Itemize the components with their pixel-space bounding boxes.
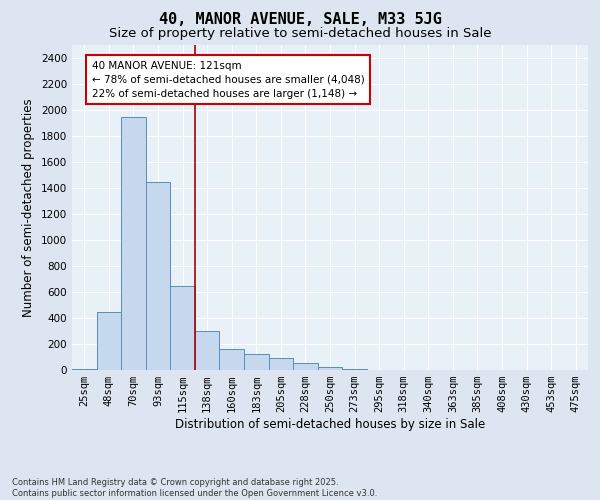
Bar xyxy=(220,349,244,370)
Text: 40, MANOR AVENUE, SALE, M33 5JG: 40, MANOR AVENUE, SALE, M33 5JG xyxy=(158,12,442,28)
Bar xyxy=(195,331,220,370)
Y-axis label: Number of semi-detached properties: Number of semi-detached properties xyxy=(22,98,35,317)
Bar xyxy=(318,367,342,370)
X-axis label: Distribution of semi-detached houses by size in Sale: Distribution of semi-detached houses by … xyxy=(175,418,485,431)
Text: Size of property relative to semi-detached houses in Sale: Size of property relative to semi-detach… xyxy=(109,28,491,40)
Bar xyxy=(170,286,195,370)
Bar xyxy=(293,363,318,370)
Bar xyxy=(121,116,146,370)
Bar xyxy=(97,312,121,370)
Bar xyxy=(244,354,269,370)
Text: Contains HM Land Registry data © Crown copyright and database right 2025.
Contai: Contains HM Land Registry data © Crown c… xyxy=(12,478,377,498)
Text: 40 MANOR AVENUE: 121sqm
← 78% of semi-detached houses are smaller (4,048)
22% of: 40 MANOR AVENUE: 121sqm ← 78% of semi-de… xyxy=(92,60,364,98)
Bar xyxy=(269,358,293,370)
Bar xyxy=(146,182,170,370)
Bar xyxy=(342,368,367,370)
